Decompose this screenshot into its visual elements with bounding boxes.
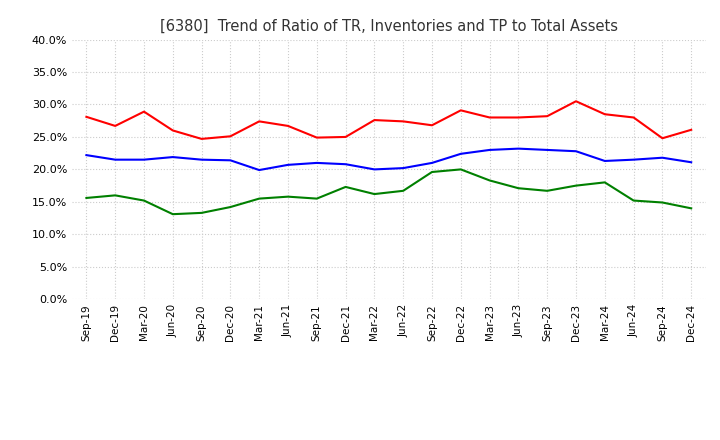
Trade Receivables <box>140 109 148 114</box>
Trade Payables <box>197 210 206 216</box>
Inventories <box>312 160 321 165</box>
Line: Trade Payables: Trade Payables <box>86 169 691 214</box>
Line: Trade Receivables: Trade Receivables <box>86 101 691 139</box>
Trade Receivables <box>341 134 350 139</box>
Trade Receivables <box>255 119 264 124</box>
Trade Receivables <box>168 128 177 133</box>
Trade Receivables <box>600 112 609 117</box>
Inventories <box>197 157 206 162</box>
Trade Payables <box>255 196 264 201</box>
Trade Payables <box>543 188 552 194</box>
Trade Receivables <box>514 115 523 120</box>
Trade Receivables <box>658 136 667 141</box>
Trade Payables <box>140 198 148 203</box>
Trade Receivables <box>82 114 91 120</box>
Trade Payables <box>399 188 408 194</box>
Inventories <box>572 149 580 154</box>
Inventories <box>226 158 235 163</box>
Inventories <box>140 157 148 162</box>
Trade Payables <box>312 196 321 201</box>
Trade Payables <box>168 212 177 217</box>
Trade Payables <box>629 198 638 203</box>
Trade Payables <box>456 167 465 172</box>
Inventories <box>514 146 523 151</box>
Trade Payables <box>284 194 292 199</box>
Trade Receivables <box>370 117 379 123</box>
Trade Payables <box>687 205 696 211</box>
Trade Payables <box>485 178 494 183</box>
Trade Payables <box>572 183 580 188</box>
Title: [6380]  Trend of Ratio of TR, Inventories and TP to Total Assets: [6380] Trend of Ratio of TR, Inventories… <box>160 19 618 34</box>
Inventories <box>370 167 379 172</box>
Trade Receivables <box>312 135 321 140</box>
Inventories <box>629 157 638 162</box>
Trade Payables <box>341 184 350 190</box>
Trade Receivables <box>543 114 552 119</box>
Inventories <box>284 162 292 168</box>
Inventories <box>111 157 120 162</box>
Trade Payables <box>658 200 667 205</box>
Trade Receivables <box>284 123 292 128</box>
Inventories <box>341 161 350 167</box>
Trade Payables <box>111 193 120 198</box>
Trade Receivables <box>428 123 436 128</box>
Trade Receivables <box>687 127 696 132</box>
Trade Payables <box>428 169 436 175</box>
Inventories <box>600 158 609 164</box>
Inventories <box>168 154 177 160</box>
Line: Inventories: Inventories <box>86 149 691 170</box>
Inventories <box>399 165 408 171</box>
Inventories <box>658 155 667 160</box>
Trade Payables <box>370 191 379 197</box>
Trade Receivables <box>456 108 465 113</box>
Trade Payables <box>226 205 235 210</box>
Inventories <box>456 151 465 157</box>
Inventories <box>428 160 436 165</box>
Trade Receivables <box>226 134 235 139</box>
Trade Receivables <box>572 99 580 104</box>
Inventories <box>485 147 494 153</box>
Trade Payables <box>82 195 91 201</box>
Trade Receivables <box>197 136 206 142</box>
Trade Receivables <box>399 119 408 124</box>
Trade Receivables <box>485 115 494 120</box>
Inventories <box>687 160 696 165</box>
Trade Receivables <box>111 123 120 128</box>
Trade Payables <box>514 186 523 191</box>
Trade Payables <box>600 180 609 185</box>
Inventories <box>255 167 264 172</box>
Trade Receivables <box>629 115 638 120</box>
Inventories <box>543 147 552 153</box>
Inventories <box>82 153 91 158</box>
